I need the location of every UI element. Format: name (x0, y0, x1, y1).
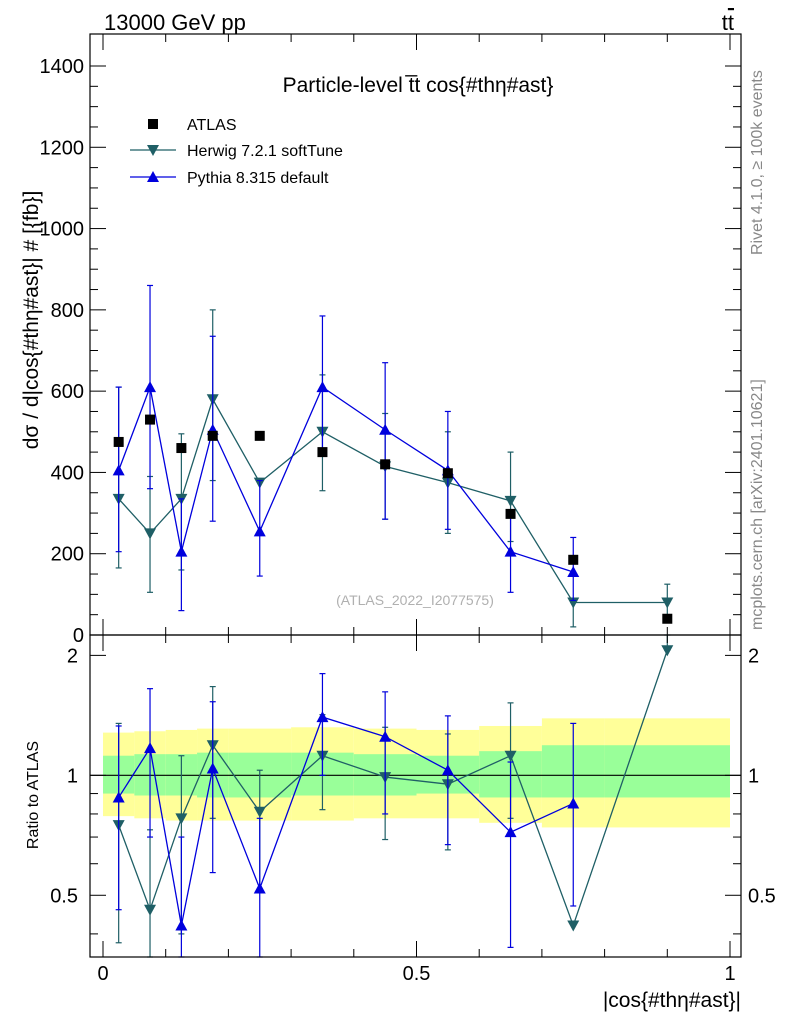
mcplots-label: mcplots.cern.ch [arXiv:2401.10621] (749, 379, 766, 630)
atlas-point (207, 430, 218, 441)
atlas-point (662, 613, 673, 624)
main-y-tick-label: 1000 (40, 219, 85, 241)
main-y-axis-label: dσ / d|cos{#thη#ast}| # [{fb}] (20, 191, 43, 450)
process-label: tt (722, 10, 734, 35)
pythia-point (175, 545, 188, 557)
x-tick-label: 1 (724, 963, 735, 985)
legend-herwig-label: Herwig 7.2.1 softTune (187, 143, 343, 160)
legend-pythia-marker (147, 171, 159, 182)
watermark-label: (ATLAS_2022_I2077575) (336, 592, 494, 608)
pythia-point (379, 423, 392, 435)
legend-entry-atlas: ATLAS (148, 117, 237, 134)
herwig-ratio-point (567, 920, 580, 932)
pythia-ratio-point (206, 762, 219, 774)
legend-herwig-marker (147, 145, 159, 156)
pythia-point (316, 381, 329, 393)
ratio-y-tick-label-right: 2 (748, 645, 759, 667)
herwig-point (144, 528, 157, 540)
pythia-ratio-point (441, 764, 454, 776)
legend-atlas-label: ATLAS (187, 117, 237, 134)
pythia-ratio-point (379, 730, 392, 742)
main-y-tick-label: 1200 (40, 137, 85, 159)
energy-label: 13000 GeV pp (104, 10, 246, 35)
main-y-tick-label: 200 (51, 544, 84, 566)
pythia-point (567, 566, 580, 578)
main-panel: 0 200 400 600 800 1000 1200 1400 Particle-level… (20, 33, 742, 647)
legend-entry-herwig: Herwig 7.2.1 softTune (130, 143, 343, 160)
ratio-panel: 0.5 0.5 1 1 2 2 0 0.5 1 Ratio to ATLAS |cos{#thη… (25, 634, 776, 1012)
pythia-ratio-point (567, 797, 580, 809)
ratio-y-tick-label-left: 2 (67, 645, 78, 667)
atlas-point (380, 459, 391, 470)
atlas-point (317, 447, 328, 458)
atlas-point (442, 468, 453, 479)
herwig-ratio-point (175, 813, 188, 825)
herwig-ratio-point (144, 904, 157, 916)
ratio-data-marks (112, 634, 674, 958)
legend-pythia-label: Pythia 8.315 default (187, 170, 329, 187)
main-y-tick-label: 800 (51, 300, 84, 322)
main-axis-ticks: 0 200 400 600 800 1000 1200 1400 (40, 34, 741, 647)
pythia-line (118, 384, 574, 573)
ratio-y-tick-label-right: 0.5 (748, 885, 776, 907)
main-y-tick-label: 400 (51, 462, 84, 484)
pythia-point (253, 525, 266, 537)
herwig-ratio-point (504, 750, 517, 762)
legend: ATLAS Herwig 7.2.1 softTune Pythia 8.315… (130, 117, 343, 187)
atlas-point (145, 414, 156, 425)
pythia-ratio-point (504, 826, 517, 838)
x-axis-label: |cos{#thη#ast}| (603, 989, 741, 1012)
atlas-point (505, 508, 516, 519)
pythia-point (504, 545, 517, 557)
pythia-ratio-point (112, 791, 125, 803)
pythia-ratio-point (316, 711, 329, 723)
main-data-marks (112, 284, 674, 628)
herwig-point (661, 597, 674, 609)
legend-entry-pythia: Pythia 8.315 default (130, 170, 329, 187)
ratio-y-tick-label-right: 1 (748, 765, 759, 787)
legend-atlas-marker (148, 119, 158, 129)
pythia-ratio-point (253, 882, 266, 894)
herwig-line (118, 397, 668, 604)
ratio-y-tick-label-left: 0.5 (50, 885, 78, 907)
atlas-point (254, 430, 265, 441)
pythia-ratio-line (118, 716, 574, 926)
pythia-ratio-point (144, 742, 157, 754)
ratio-y-axis-label: Ratio to ATLAS (25, 741, 42, 849)
ratio-y-tick-label-left: 1 (67, 765, 78, 787)
ratio-axis-ticks: 0.5 0.5 1 1 2 2 0 0.5 1 (50, 635, 776, 985)
rivet-label: Rivet 4.1.0, ≥ 100k events (749, 70, 766, 255)
herwig-ratio-point (253, 806, 266, 818)
pythia-ratio-point (175, 919, 188, 931)
atlas-point (568, 554, 579, 565)
x-tick-label: 0 (97, 963, 108, 985)
main-y-tick-label: 600 (51, 381, 84, 403)
main-y-tick-label: 1400 (40, 56, 85, 78)
main-y-tick-label: 0 (73, 625, 84, 647)
herwig-ratio-point (661, 645, 674, 657)
ratio-uncertainty-bands (90, 718, 741, 828)
atlas-point (113, 436, 124, 447)
ratio-band-inner (604, 745, 730, 798)
x-tick-label: 0.5 (403, 963, 431, 985)
main-plot-title: Particle-level t̅t cos{#thη#ast} (283, 74, 554, 97)
pythia-point (112, 464, 125, 476)
herwig-point (504, 495, 517, 507)
pythia-point (144, 381, 157, 393)
ratio-plot-frame (89, 634, 742, 958)
atlas-point (176, 443, 187, 454)
